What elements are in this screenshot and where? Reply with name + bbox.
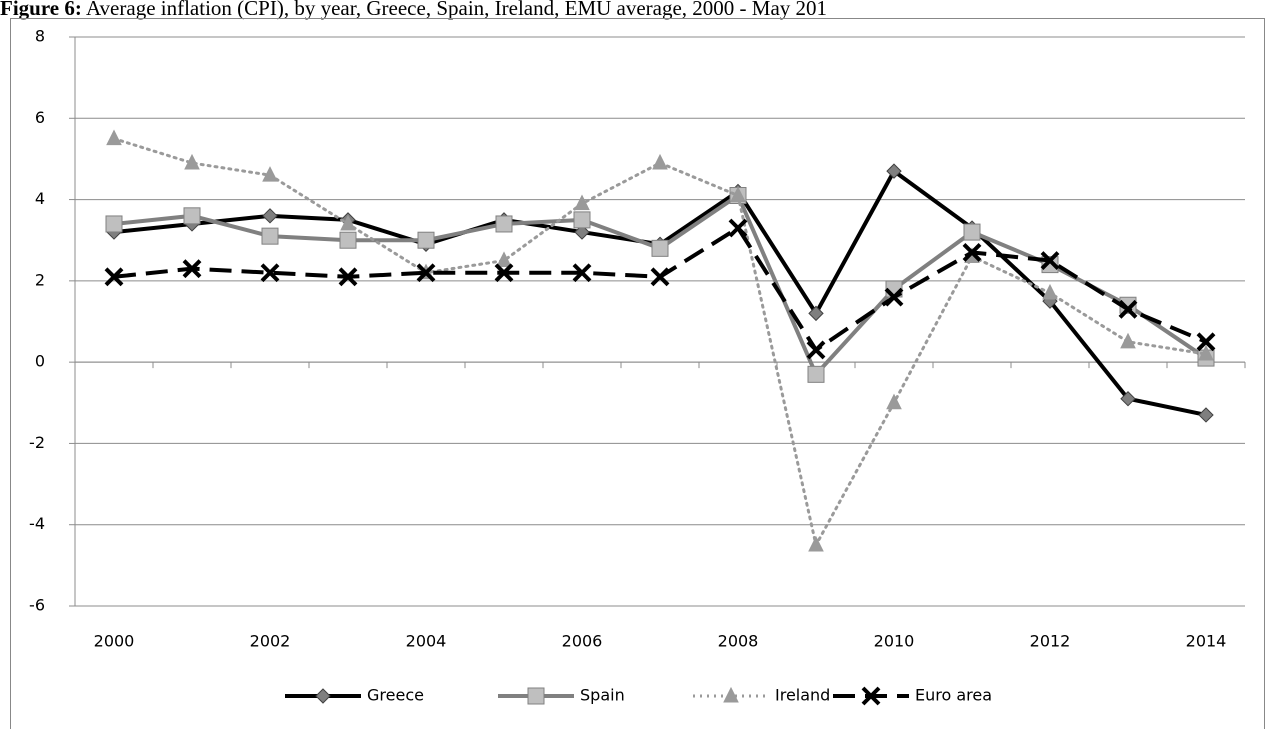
legend-label: Spain [580, 686, 625, 705]
x-tick-label: 2010 [874, 632, 915, 651]
data-point [886, 163, 902, 179]
legend-label: Greece [367, 686, 424, 705]
data-point [650, 267, 670, 287]
data-point [808, 305, 824, 322]
data-point [184, 153, 200, 170]
data-point [1120, 332, 1136, 349]
data-point [574, 194, 590, 211]
legend-marker [527, 687, 545, 705]
y-tick-label: 2 [35, 270, 45, 289]
x-tick-label: 2000 [94, 632, 135, 651]
data-point [262, 208, 278, 224]
figure-label: Figure 6: [0, 0, 82, 20]
y-tick-label: -2 [29, 433, 45, 452]
data-point [1196, 332, 1216, 352]
data-point [962, 242, 982, 262]
data-point [573, 211, 591, 229]
data-point [728, 218, 748, 238]
x-tick-label: 2012 [1030, 632, 1071, 651]
data-point [807, 365, 825, 383]
data-point [884, 287, 904, 307]
data-point [494, 263, 514, 283]
legend-label: Euro area [915, 686, 992, 705]
y-tick-label: 6 [35, 108, 45, 127]
data-point [1198, 344, 1214, 361]
series-line [113, 168, 1207, 417]
legend-label: Ireland [775, 686, 830, 705]
data-point [417, 231, 435, 249]
data-point [495, 215, 513, 233]
chart-title: Figure 6: Average inflation (CPI), by ye… [0, 0, 1274, 21]
y-tick-label: -4 [29, 514, 45, 533]
legend-marker [723, 686, 739, 703]
data-point [106, 129, 122, 146]
legend-marker [861, 686, 881, 706]
data-point [730, 186, 746, 203]
data-point [260, 263, 280, 283]
y-tick-label: 8 [35, 27, 45, 46]
series-line [113, 192, 1208, 378]
data-point [886, 393, 902, 410]
data-point [963, 223, 981, 241]
data-point [262, 166, 278, 182]
y-tick-label: -6 [29, 596, 45, 615]
data-point [1042, 283, 1058, 300]
x-tick-label: 2006 [562, 632, 603, 651]
data-point [651, 239, 669, 257]
chart-frame [10, 18, 1265, 729]
title-text: Average inflation (CPI), by year, Greece… [85, 0, 828, 20]
data-point [183, 207, 201, 225]
data-point [496, 251, 512, 268]
data-point [808, 535, 824, 552]
x-tick-label: 2008 [718, 632, 759, 651]
x-tick-label: 2014 [1186, 632, 1227, 651]
data-point [1120, 391, 1136, 407]
data-point [104, 267, 124, 287]
legend-marker [315, 688, 331, 704]
data-point [1118, 299, 1138, 319]
data-point [572, 263, 592, 283]
x-tick-label: 2004 [406, 632, 447, 651]
data-point [652, 153, 668, 170]
data-point [105, 215, 123, 233]
data-point [339, 231, 357, 249]
y-tick-label: 0 [35, 352, 45, 371]
y-tick-label: 4 [35, 189, 45, 208]
data-point [340, 214, 356, 231]
data-point [1040, 251, 1060, 270]
data-point [806, 340, 826, 360]
data-point [574, 224, 590, 240]
data-point [182, 259, 202, 279]
data-point [338, 267, 358, 287]
data-point [1198, 407, 1214, 423]
data-point [261, 227, 279, 245]
x-tick-label: 2002 [250, 632, 291, 651]
data-point [416, 263, 436, 283]
